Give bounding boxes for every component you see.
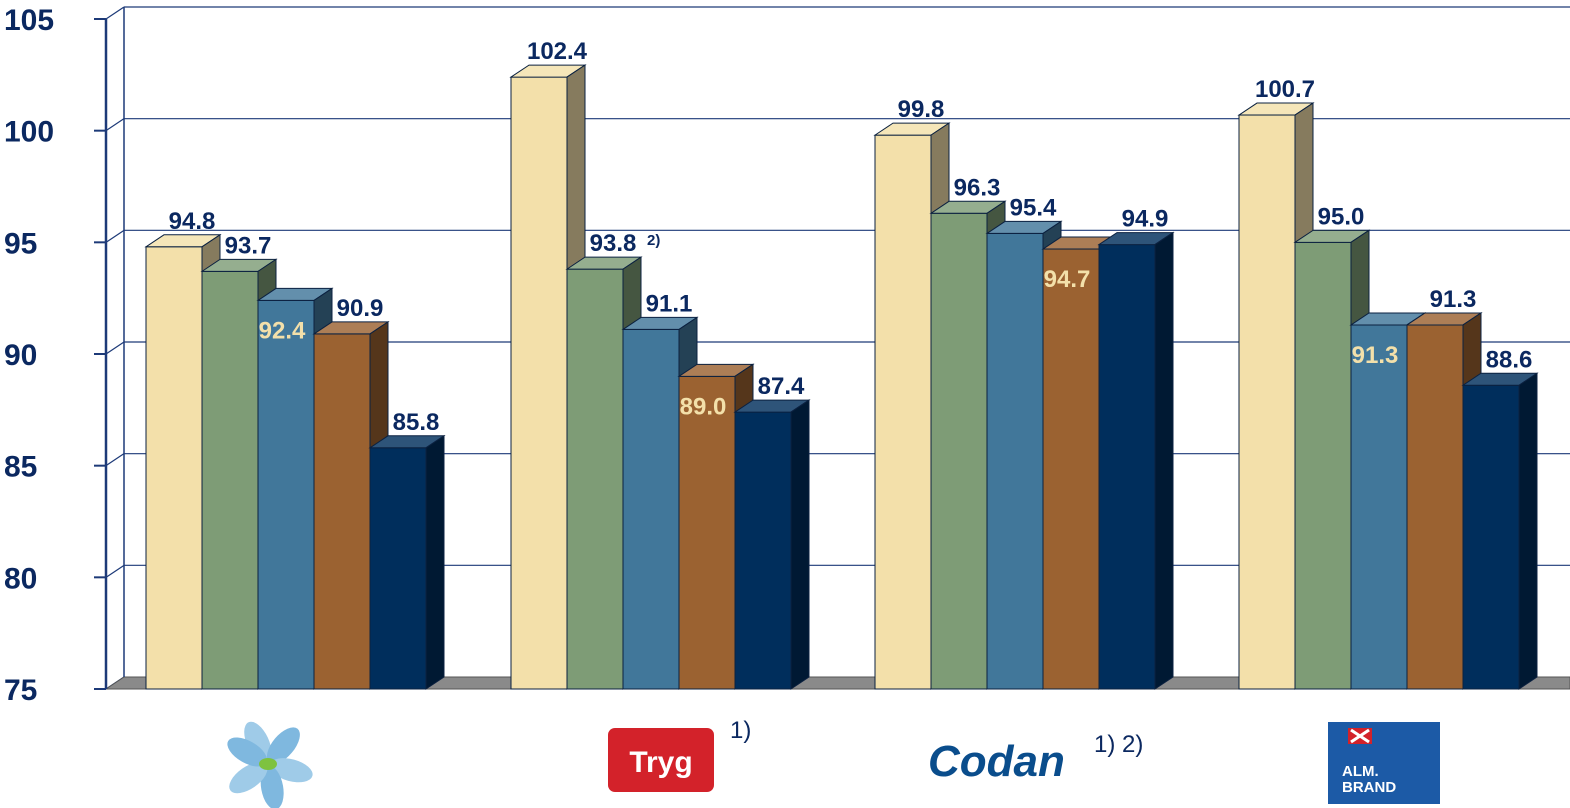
data-label: 102.4	[527, 38, 588, 65]
bar-side	[1518, 372, 1538, 690]
bar	[1098, 244, 1156, 690]
tryg-footnote: 1)	[730, 717, 751, 744]
tryg-logo: Tryg	[608, 728, 714, 792]
bar	[145, 246, 203, 690]
gridline-diagonal	[105, 6, 125, 20]
bar	[874, 134, 932, 690]
tryg-logo-text: Tryg	[629, 746, 692, 779]
codan-footnote: 1) 2)	[1094, 731, 1143, 758]
data-label: 93.8	[590, 230, 637, 257]
y-tick-label: 80	[4, 562, 37, 595]
almbrand-logo-line2: BRAND	[1342, 779, 1396, 796]
bar	[1350, 324, 1408, 690]
bar	[1406, 324, 1464, 690]
data-label: 91.1	[646, 290, 693, 317]
codan-logo-text: Codan	[928, 737, 1065, 786]
bar	[678, 375, 736, 690]
data-label: 99.8	[898, 96, 945, 123]
data-label: 90.9	[337, 295, 384, 322]
bar	[986, 232, 1044, 690]
data-label: 100.7	[1255, 76, 1315, 103]
bar	[369, 447, 427, 690]
gridline-diagonal	[105, 118, 125, 132]
data-label: 96.3	[954, 174, 1001, 201]
almbrand-logo: ALM. BRAND	[1328, 722, 1440, 804]
bars	[144, 64, 1539, 690]
y-tick-label: 90	[4, 339, 37, 372]
bar	[510, 76, 568, 690]
data-label: 91.3	[1352, 342, 1399, 369]
data-label: 91.3	[1430, 286, 1477, 313]
y-axis: 75 80 85 90 95 100 105	[4, 4, 125, 707]
value-labels: 94.8 93.7 92.4 90.9 85.8 102.4 93.8 2) 91.1 89.0 8…	[169, 38, 1533, 436]
codan-logo: Codan	[928, 737, 1065, 786]
bar	[566, 268, 624, 690]
bar	[201, 270, 259, 690]
bar-side	[425, 434, 445, 690]
data-label: 94.7	[1044, 266, 1091, 293]
data-label: 85.8	[393, 409, 440, 436]
gridline-diagonal	[105, 229, 125, 243]
bar-side	[790, 399, 810, 690]
data-label: 93.7	[225, 232, 272, 259]
flower-logo	[227, 721, 313, 808]
data-label: 89.0	[680, 393, 727, 420]
data-label: 94.9	[1122, 206, 1169, 233]
data-label-footnote: 2)	[647, 232, 660, 249]
bar	[622, 328, 680, 690]
gridline-diagonal	[105, 453, 125, 467]
data-label: 87.4	[758, 373, 805, 400]
data-label: 95.0	[1318, 203, 1365, 230]
gridline-diagonal	[105, 341, 125, 355]
almbrand-logo-line1: ALM.	[1342, 763, 1379, 780]
y-tick-label: 95	[4, 227, 37, 260]
bar	[257, 299, 315, 690]
data-label: 94.8	[169, 208, 216, 235]
bar	[1294, 241, 1352, 690]
data-label: 88.6	[1486, 346, 1533, 373]
y-tick-label: 85	[4, 451, 37, 484]
gridline-diagonal	[105, 564, 125, 578]
bar-side	[1154, 231, 1174, 690]
bar	[1238, 114, 1296, 690]
data-label: 95.4	[1010, 194, 1057, 221]
y-tick-label: 105	[4, 4, 54, 37]
y-tick-label: 75	[4, 674, 37, 707]
bar	[734, 411, 792, 690]
bar	[930, 212, 988, 690]
bar	[313, 333, 371, 690]
bar	[1042, 248, 1100, 690]
y-tick-label: 100	[4, 116, 54, 149]
data-label: 92.4	[259, 317, 306, 344]
bar	[1462, 384, 1520, 690]
